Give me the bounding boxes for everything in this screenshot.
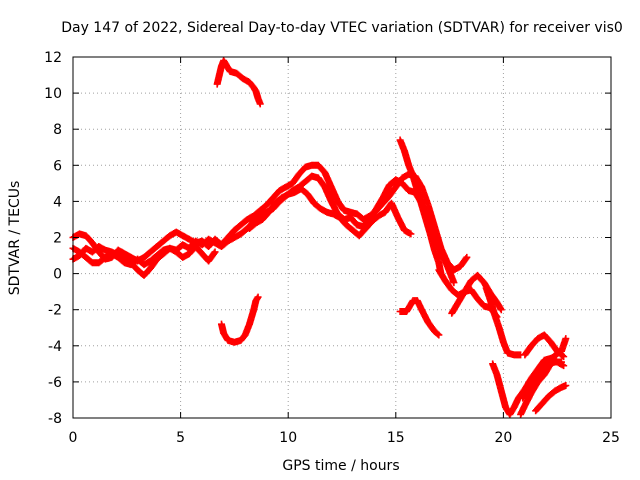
data-point: [434, 330, 442, 338]
y-tick-label: 0: [53, 267, 62, 283]
data-point: [558, 358, 566, 366]
y-tick-label: -6: [48, 375, 62, 391]
data-point: [463, 253, 471, 261]
y-tick-label: 2: [53, 231, 62, 247]
x-tick-label: 10: [279, 430, 297, 446]
y-tick-label: 6: [53, 158, 62, 174]
data-point: [407, 230, 415, 238]
data-point: [560, 353, 568, 361]
x-tick-label: 25: [602, 430, 620, 446]
x-tick-label: 0: [69, 430, 78, 446]
y-tick-label: -4: [48, 339, 62, 355]
chart-title: Day 147 of 2022, Sidereal Day-to-day VTE…: [61, 20, 623, 36]
data-point: [210, 249, 218, 257]
series-track-d: [245, 185, 415, 240]
series-track-n: [519, 358, 566, 402]
data-point: [497, 306, 505, 314]
y-tick-label: 10: [44, 86, 62, 102]
x-tick-label: 5: [176, 430, 185, 446]
x-tick-label: 15: [387, 430, 405, 446]
y-tick-label: 12: [44, 50, 62, 66]
series-track-a: [69, 172, 458, 287]
series-track-k: [482, 284, 525, 359]
data-point: [462, 254, 470, 262]
series-track-f: [217, 293, 262, 346]
data-point: [560, 362, 568, 370]
data-point: [211, 248, 219, 256]
x-tick-label: 20: [494, 430, 512, 446]
axis-ticks: 0 5 10 15 20 25 -8 -6 -4 -2 0 2 4 6 8 10 12: [44, 50, 620, 446]
data-point: [435, 331, 443, 339]
series-track-p: [521, 331, 568, 361]
data-point: [254, 293, 262, 301]
data-point: [256, 100, 264, 108]
y-tick-label: -2: [48, 303, 62, 319]
series-track-h: [396, 136, 445, 278]
data-point: [562, 382, 570, 390]
y-tick-label: 8: [53, 122, 62, 138]
series-track-o: [532, 382, 570, 415]
y-tick-label: -8: [48, 411, 62, 427]
series-track-g: [396, 297, 443, 339]
data-point: [559, 352, 567, 360]
series-track-e: [213, 57, 264, 108]
series-track-c: [69, 243, 219, 269]
data-point: [562, 335, 570, 343]
data-markers: [69, 57, 570, 418]
y-tick-label: 4: [53, 194, 62, 210]
series-track-b: [69, 161, 471, 274]
data-point: [450, 279, 458, 287]
x-axis-label: GPS time / hours: [282, 458, 399, 474]
y-axis-label: SDTVAR / TECUs: [7, 181, 23, 296]
grid-lines: [73, 57, 611, 418]
